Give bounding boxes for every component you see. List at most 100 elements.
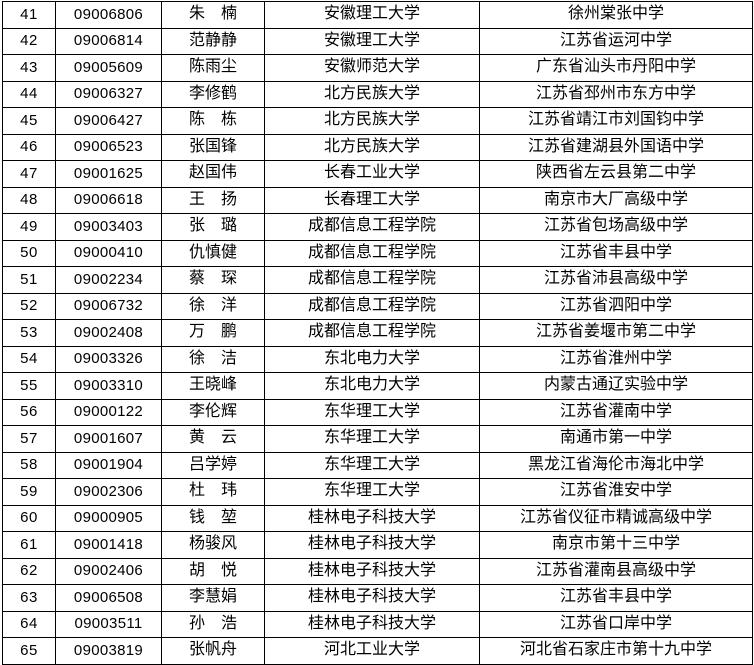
cell-id: 09005609 — [55, 54, 162, 82]
cell-name: 杨骏风 — [161, 531, 265, 559]
table-row: 44 09006327 李修鹤 北方民族大学 江苏省邳州市东方中学 — [2, 80, 753, 108]
cell-name: 李修鹤 — [161, 80, 265, 108]
cell-school: 江苏省丰县中学 — [479, 584, 753, 612]
table-row: 46 09006523 张国锋 北方民族大学 江苏省建湖县外国语中学 — [2, 133, 753, 161]
cell-name: 钱 堃 — [161, 504, 265, 532]
cell-id: 09006427 — [55, 107, 162, 135]
cell-id: 09000410 — [55, 239, 162, 267]
cell-school: 南通市第一中学 — [479, 425, 753, 453]
cell-id: 09002306 — [55, 478, 162, 506]
cell-id: 09001904 — [55, 451, 162, 479]
cell-index: 44 — [2, 80, 56, 108]
table-row: 51 09002234 蔡 琛成都信息工程学院 江苏省沛县高级中学 — [2, 266, 753, 294]
cell-univ: 北方民族大学 — [264, 80, 480, 108]
cell-school: 江苏省靖江市刘国钧中学 — [479, 107, 753, 135]
cell-school: 江苏省运河中学 — [479, 27, 753, 55]
cell-index: 54 — [2, 345, 56, 373]
table-row: 45 09006427 陈 栋北方民族大学 江苏省靖江市刘国钧中学 — [2, 107, 753, 135]
cell-school: 广东省汕头市丹阳中学 — [479, 54, 753, 82]
cell-name: 万 鹏 — [161, 319, 265, 347]
cell-id: 09006732 — [55, 292, 162, 320]
cell-univ: 桂林电子科技大学 — [264, 531, 480, 559]
cell-index: 53 — [2, 319, 56, 347]
cell-index: 64 — [2, 610, 56, 638]
cell-id: 09006508 — [55, 584, 162, 612]
cell-school: 江苏省泗阳中学 — [479, 292, 753, 320]
cell-school: 江苏省灌南中学 — [479, 398, 753, 426]
cell-name: 胡 悦 — [161, 557, 265, 585]
cell-univ: 东北电力大学 — [264, 372, 480, 400]
table-row: 57 09001607 黄 云东华理工大学 南通市第一中学 — [2, 425, 753, 453]
cell-index: 43 — [2, 54, 56, 82]
cell-univ: 桂林电子科技大学 — [264, 557, 480, 585]
cell-id: 09002234 — [55, 266, 162, 294]
cell-id: 09006806 — [55, 1, 162, 29]
cell-univ: 安徽理工大学 — [264, 27, 480, 55]
table-row: 63 09006508 李慧娟 桂林电子科技大学 江苏省丰县中学 — [2, 584, 753, 612]
table-row: 48 09006618 王 扬长春理工大学 南京市大厂高级中学 — [2, 186, 753, 214]
cell-univ: 成都信息工程学院 — [264, 213, 480, 241]
table-row: 60 09000905 钱 堃桂林电子科技大学 江苏省仪征市精诚高级中学 — [2, 504, 753, 532]
cell-school: 江苏省邳州市东方中学 — [479, 80, 753, 108]
table-row: 42 09006814 范静静 安徽理工大学 江苏省运河中学 — [2, 27, 753, 55]
table-row: 53 09002408 万 鹏成都信息工程学院 江苏省姜堰市第二中学 — [2, 319, 753, 347]
cell-univ: 安徽理工大学 — [264, 1, 480, 29]
cell-name: 吕学婷 — [161, 451, 265, 479]
table-row: 62 09002406 胡 悦桂林电子科技大学 江苏省灌南县高级中学 — [2, 557, 753, 585]
cell-name: 范静静 — [161, 27, 265, 55]
cell-school: 内蒙古通辽实验中学 — [479, 372, 753, 400]
cell-univ: 成都信息工程学院 — [264, 292, 480, 320]
table-row: 49 09003403 张 璐成都信息工程学院 江苏省包场高级中学 — [2, 213, 753, 241]
cell-index: 51 — [2, 266, 56, 294]
cell-school: 江苏省灌南县高级中学 — [479, 557, 753, 585]
cell-school: 江苏省仪征市精诚高级中学 — [479, 504, 753, 532]
cell-index: 47 — [2, 160, 56, 188]
cell-index: 56 — [2, 398, 56, 426]
cell-univ: 桂林电子科技大学 — [264, 610, 480, 638]
cell-index: 46 — [2, 133, 56, 161]
cell-index: 52 — [2, 292, 56, 320]
table-row: 58 09001904 吕学婷 东华理工大学 黑龙江省海伦市海北中学 — [2, 451, 753, 479]
cell-school: 南京市大厂高级中学 — [479, 186, 753, 214]
cell-univ: 北方民族大学 — [264, 133, 480, 161]
cell-name: 杜 玮 — [161, 478, 265, 506]
cell-school: 河北省石家庄市第十九中学 — [479, 637, 753, 665]
table-row: 54 09003326 徐 洁东北电力大学 江苏省淮州中学 — [2, 345, 753, 373]
table-row: 43 09005609 陈雨尘 安徽师范大学 广东省汕头市丹阳中学 — [2, 54, 753, 82]
cell-univ: 桂林电子科技大学 — [264, 504, 480, 532]
cell-id: 09003403 — [55, 213, 162, 241]
table-row: 47 09001625 赵国伟 长春工业大学 陕西省左云县第二中学 — [2, 160, 753, 188]
cell-school: 江苏省丰县中学 — [479, 239, 753, 267]
cell-univ: 安徽师范大学 — [264, 54, 480, 82]
cell-id: 09003511 — [55, 610, 162, 638]
cell-school: 江苏省姜堰市第二中学 — [479, 319, 753, 347]
cell-index: 59 — [2, 478, 56, 506]
cell-name: 王晓峰 — [161, 372, 265, 400]
cell-univ: 成都信息工程学院 — [264, 319, 480, 347]
cell-index: 60 — [2, 504, 56, 532]
cell-index: 58 — [2, 451, 56, 479]
cell-school: 江苏省包场高级中学 — [479, 213, 753, 241]
cell-index: 50 — [2, 239, 56, 267]
table-row: 65 09003819 张帆舟 河北工业大学 河北省石家庄市第十九中学 — [2, 637, 753, 665]
table-row: 41 09006806 朱 楠安徽理工大学 徐州棠张中学 — [2, 1, 753, 29]
cell-name: 陈 栋 — [161, 107, 265, 135]
cell-school: 江苏省建湖县外国语中学 — [479, 133, 753, 161]
cell-name: 张国锋 — [161, 133, 265, 161]
cell-id: 09002406 — [55, 557, 162, 585]
cell-index: 57 — [2, 425, 56, 453]
cell-univ: 成都信息工程学院 — [264, 239, 480, 267]
cell-index: 42 — [2, 27, 56, 55]
cell-index: 48 — [2, 186, 56, 214]
cell-name: 仇慎健 — [161, 239, 265, 267]
cell-name: 陈雨尘 — [161, 54, 265, 82]
cell-univ: 东华理工大学 — [264, 398, 480, 426]
cell-univ: 桂林电子科技大学 — [264, 584, 480, 612]
cell-school: 南京市第十三中学 — [479, 531, 753, 559]
table-row: 55 09003310 王晓峰 东北电力大学 内蒙古通辽实验中学 — [2, 372, 753, 400]
cell-id: 09006814 — [55, 27, 162, 55]
cell-index: 55 — [2, 372, 56, 400]
cell-id: 09001418 — [55, 531, 162, 559]
cell-name: 徐 洁 — [161, 345, 265, 373]
